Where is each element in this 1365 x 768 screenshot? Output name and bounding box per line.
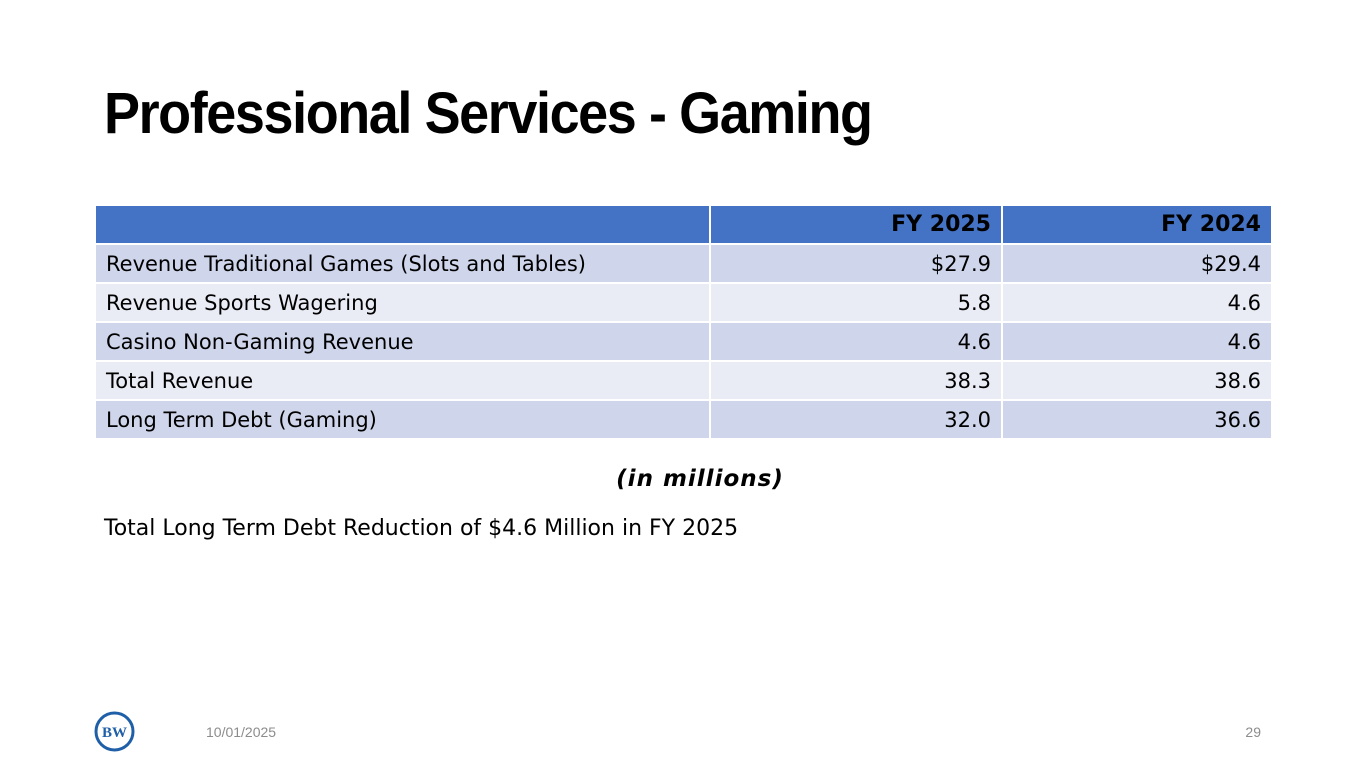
row-label: Revenue Sports Wagering [94,282,711,323]
row-label: Long Term Debt (Gaming) [94,399,711,440]
fy2025-value: $27.9 [709,243,1003,284]
fy2024-value: 4.6 [1001,282,1273,323]
financial-table: FY 2025 FY 2024 Revenue Traditional Game… [94,204,1273,440]
table-row: Casino Non-Gaming Revenue 4.6 4.6 [94,321,1273,362]
page-number: 29 [1245,724,1261,740]
table-row: Revenue Sports Wagering 5.8 4.6 [94,282,1273,323]
header-fy2025: FY 2025 [709,204,1003,245]
fy2025-value: 32.0 [709,399,1003,440]
bw-logo-icon: BW [94,711,135,752]
table-row: Revenue Traditional Games (Slots and Tab… [94,243,1273,284]
summary-text: Total Long Term Debt Reduction of $4.6 M… [104,516,739,541]
fy2024-value: 36.6 [1001,399,1273,440]
table-row: Total Revenue 38.3 38.6 [94,360,1273,401]
row-label: Total Revenue [94,360,711,401]
fy2025-value: 4.6 [709,321,1003,362]
row-label: Revenue Traditional Games (Slots and Tab… [94,243,711,284]
fy2025-value: 38.3 [709,360,1003,401]
fy2024-value: 4.6 [1001,321,1273,362]
table-row: Long Term Debt (Gaming) 32.0 36.6 [94,399,1273,440]
header-fy2024: FY 2024 [1001,204,1273,245]
units-note: (in millions) [616,466,784,492]
header-label-cell [94,204,711,245]
table-header-row: FY 2025 FY 2024 [94,204,1273,245]
fy2024-value: 38.6 [1001,360,1273,401]
slide-date: 10/01/2025 [206,724,277,740]
row-label: Casino Non-Gaming Revenue [94,321,711,362]
fy2024-value: $29.4 [1001,243,1273,284]
fy2025-value: 5.8 [709,282,1003,323]
logo-text: BW [102,725,127,741]
slide-title: Professional Services - Gaming [104,81,873,146]
